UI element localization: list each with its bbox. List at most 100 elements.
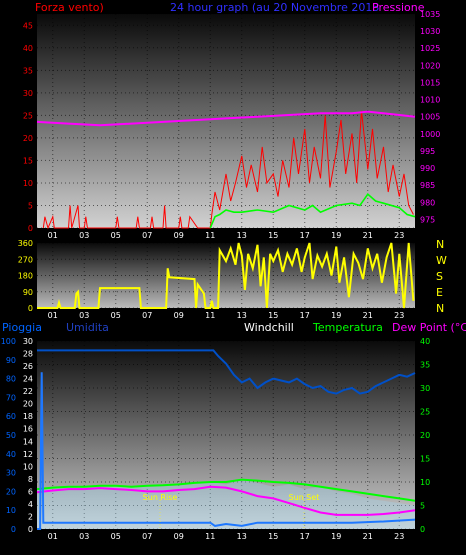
rain-axis-tick: 18	[23, 412, 33, 421]
x-tick-label: 05	[111, 311, 121, 320]
dew-point-label: Dew Point (°C)	[392, 321, 466, 334]
compass-label: N	[436, 302, 444, 315]
x-tick-label: 13	[237, 532, 247, 541]
humidity-label: Umidita	[66, 321, 109, 334]
rain-line	[37, 372, 416, 530]
humidity-axis-tick: 40	[6, 450, 16, 459]
x-tick-label: 23	[394, 532, 404, 541]
humidity-line	[37, 349, 416, 395]
temperature-axis-tick: 0	[420, 525, 425, 534]
compass-label: N	[436, 238, 444, 251]
x-tick-label: 15	[268, 231, 278, 240]
panel3-background	[37, 341, 415, 529]
rain-axis-tick: 26	[23, 362, 33, 371]
pressure-axis-tick: 980	[420, 198, 435, 207]
wind-axis-tick: 40	[23, 44, 33, 53]
x-tick-label: 17	[300, 311, 310, 320]
rain-axis-tick: 8	[28, 475, 33, 484]
temperature-axis-tick: 35	[420, 361, 430, 370]
panel1-background	[37, 14, 415, 228]
rain-axis-tick: 20	[23, 400, 33, 409]
rain-axis-tick: 0	[28, 525, 33, 534]
panel3-ticks: 0102030405060708090100024681012141618202…	[1, 337, 430, 541]
rain-axis-tick: 28	[23, 350, 33, 359]
x-tick-label: 17	[300, 532, 310, 541]
x-tick-label: 09	[174, 532, 184, 541]
temperature-line	[36, 478, 416, 502]
pressure-axis-tick: 1005	[420, 113, 440, 122]
direction-axis-tick: 0	[28, 304, 33, 313]
rain-axis-tick: 24	[23, 375, 33, 384]
pressure-axis-tick: 1025	[420, 44, 440, 53]
pressure-axis-tick: 995	[420, 147, 435, 156]
x-tick-label: 23	[394, 311, 404, 320]
x-tick-label: 05	[111, 532, 121, 541]
wind-axis-tick: 35	[23, 66, 33, 75]
rain-axis-tick: 10	[23, 462, 33, 471]
x-tick-label: 19	[331, 532, 341, 541]
direction-axis-tick: 90	[23, 288, 33, 297]
wind-axis-tick: 5	[28, 201, 33, 210]
compass-label: E	[436, 286, 443, 299]
pressure-axis-tick: 1015	[420, 78, 440, 87]
windchill-area	[37, 479, 415, 529]
pressure-label: Pressione	[372, 1, 425, 14]
rain-axis-tick: 4	[28, 500, 33, 509]
humidity-axis-tick: 100	[1, 337, 16, 346]
x-tick-label: 05	[111, 231, 121, 240]
x-tick-label: 15	[268, 311, 278, 320]
humidity-axis-tick: 50	[6, 431, 16, 440]
x-tick-label: 09	[174, 311, 184, 320]
pressure-axis-tick: 990	[420, 164, 435, 173]
panel1-series	[36, 110, 416, 230]
direction-axis-tick: 270	[18, 255, 33, 264]
sunset-label: Sun Set	[289, 493, 320, 502]
wind-axis-tick: 25	[23, 111, 33, 120]
dew-point-line	[36, 485, 416, 516]
humidity-axis-tick: 20	[6, 487, 16, 496]
x-tick-label: 07	[142, 532, 152, 541]
wind-speed-line	[42, 110, 414, 230]
windchill-label: Windchill	[244, 321, 294, 334]
x-tick-label: 03	[79, 311, 89, 320]
humidity-axis-tick: 0	[11, 525, 16, 534]
temperature-axis-tick: 30	[420, 384, 430, 393]
temperature-axis-tick: 25	[420, 408, 430, 417]
x-tick-label: 01	[48, 231, 58, 240]
x-tick-label: 11	[205, 532, 215, 541]
x-tick-label: 13	[237, 231, 247, 240]
humidity-axis-tick: 30	[6, 469, 16, 478]
temperature-axis-tick: 5	[420, 502, 425, 511]
x-tick-label: 23	[394, 231, 404, 240]
rain-axis-tick: 16	[23, 425, 33, 434]
rain-axis-tick: 14	[23, 437, 33, 446]
rain-axis-tick: 12	[23, 450, 33, 459]
x-tick-label: 15	[268, 532, 278, 541]
x-tick-label: 21	[363, 311, 373, 320]
x-tick-label: 09	[174, 231, 184, 240]
humidity-axis-tick: 90	[6, 356, 16, 365]
pressure-axis-tick: 975	[420, 215, 435, 224]
temperature-label: Temperatura	[312, 321, 383, 334]
wind-direction-line	[37, 242, 415, 309]
x-tick-label: 03	[79, 231, 89, 240]
x-tick-label: 01	[48, 532, 58, 541]
pressure-axis-tick: 1000	[420, 130, 440, 139]
temperature-axis-tick: 10	[420, 478, 430, 487]
humidity-axis-tick: 60	[6, 412, 16, 421]
x-tick-label: 17	[300, 231, 310, 240]
x-tick-label: 13	[237, 311, 247, 320]
panel1-ticks: 0510152025303540459759809859909951000100…	[23, 10, 441, 240]
compass-label: S	[436, 270, 443, 283]
wind-axis-tick: 30	[23, 89, 33, 98]
pressure-axis-tick: 1010	[420, 96, 440, 105]
rain-axis-tick: 6	[28, 487, 33, 496]
humidity-axis-tick: 70	[6, 393, 16, 402]
x-tick-label: 19	[331, 231, 341, 240]
pressure-axis-tick: 1020	[420, 61, 440, 70]
x-tick-label: 11	[205, 311, 215, 320]
panel2-grid	[37, 242, 415, 309]
temperature-axis-tick: 40	[420, 337, 430, 346]
x-tick-label: 07	[142, 311, 152, 320]
